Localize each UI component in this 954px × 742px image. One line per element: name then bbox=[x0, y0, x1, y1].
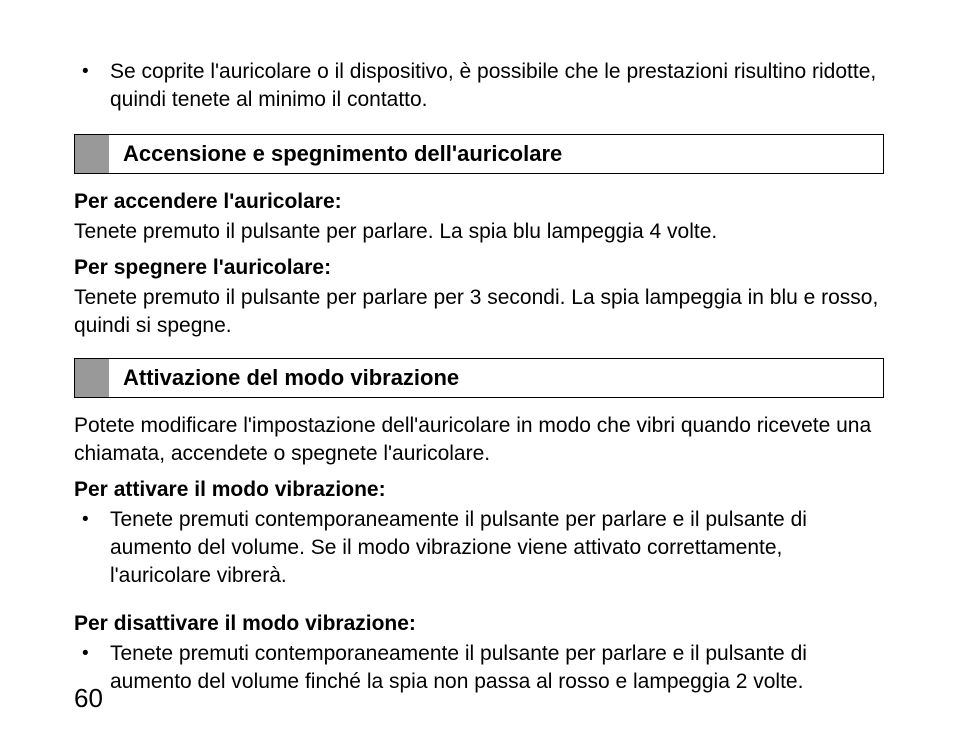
section-tab-icon bbox=[75, 359, 109, 397]
section-header-vibration: Attivazione del modo vibrazione bbox=[74, 358, 884, 398]
bullet-text-activate: Tenete premuti contemporaneamente il pul… bbox=[110, 506, 884, 590]
bullet-text-deactivate: Tenete premuti contemporaneamente il pul… bbox=[110, 640, 884, 696]
bullet-icon: • bbox=[74, 58, 110, 114]
top-bullet-text: Se coprite l'auricolare o il dispositivo… bbox=[110, 58, 884, 114]
sub-heading-activate-vibration: Per attivare il modo vibrazione: bbox=[74, 476, 884, 504]
body-vibration-intro: Potete modificare l'impostazione dell'au… bbox=[74, 412, 884, 468]
section-tab-icon bbox=[75, 135, 109, 173]
section-title-power: Accensione e spegnimento dell'auricolare bbox=[109, 135, 562, 173]
body-turn-on: Tenete premuto il pulsante per parlare. … bbox=[74, 218, 884, 246]
section-title-vibration: Attivazione del modo vibrazione bbox=[109, 359, 459, 397]
bullet-icon: • bbox=[74, 506, 110, 590]
top-bullet-item: • Se coprite l'auricolare o il dispositi… bbox=[74, 58, 884, 114]
page-number: 60 bbox=[74, 683, 103, 714]
bullet-activate-vibration: • Tenete premuti contemporaneamente il p… bbox=[74, 506, 884, 590]
sub-heading-deactivate-vibration: Per disattivare il modo vibrazione: bbox=[74, 610, 884, 638]
sub-heading-turn-off: Per spegnere l'auricolare: bbox=[74, 254, 884, 282]
sub-heading-turn-on: Per accendere l'auricolare: bbox=[74, 188, 884, 216]
body-turn-off: Tenete premuto il pulsante per parlare p… bbox=[74, 284, 884, 340]
bullet-deactivate-vibration: • Tenete premuti contemporaneamente il p… bbox=[74, 640, 884, 696]
section-header-power: Accensione e spegnimento dell'auricolare bbox=[74, 134, 884, 174]
